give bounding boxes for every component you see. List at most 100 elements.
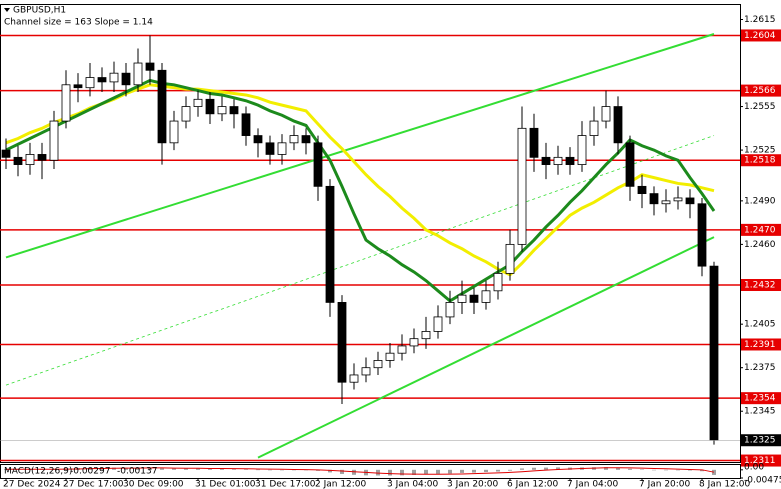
chart-subtitle: Channel size = 163 Slope = 1.14 (4, 18, 153, 28)
x-tick-label: 6 Jan 12:00 (507, 480, 559, 489)
candle-body (457, 294, 467, 303)
macd-bar (280, 469, 284, 471)
macd-bar (460, 469, 464, 473)
macd-signal (6, 467, 715, 475)
candle-body (121, 72, 131, 86)
y-tick-label: 1.2525 (744, 146, 776, 156)
macd-label: MACD(12,26,9) (4, 467, 72, 477)
macd-bar (268, 469, 272, 471)
macd-bar (196, 468, 200, 470)
candle-body (517, 127, 527, 245)
candle-body (373, 360, 383, 369)
macd-bar (340, 469, 344, 474)
level-label: 1.2354 (744, 394, 776, 404)
candle-body (697, 203, 707, 267)
candle-body (505, 243, 515, 274)
candle-body (625, 142, 635, 187)
macd-bar (400, 469, 404, 476)
candle-body (421, 331, 431, 340)
candle-body (73, 84, 83, 89)
macd-bar (556, 467, 560, 470)
chart-title: GBPUSD,H1 (13, 6, 66, 16)
macd-bar (244, 469, 248, 470)
x-tick-label: 7 Jan 04:00 (567, 480, 619, 489)
candle-body (289, 135, 299, 144)
level-label-bg (741, 84, 781, 97)
macd-tick-label: 0.00 (744, 462, 764, 472)
x-tick-label: 27 Dec 2024 (3, 480, 61, 489)
macd-bar (496, 469, 500, 472)
current-price-bg (741, 434, 781, 447)
candle-body (217, 106, 227, 115)
level-label-bg (741, 223, 781, 236)
macd-bar (292, 469, 296, 471)
macd-bar (208, 468, 212, 470)
candle-body (13, 156, 23, 165)
macd-bar (640, 469, 644, 470)
macd-bar (484, 469, 488, 473)
candle-body (493, 272, 503, 292)
candle-body (229, 106, 239, 115)
macd-bar (508, 469, 512, 471)
candle-body (157, 69, 167, 144)
y-tick-label: 1.2615 (744, 15, 776, 25)
level-label-bg (741, 154, 781, 167)
macd-bar (160, 468, 164, 470)
macd-bar (628, 468, 632, 470)
macd-bar (424, 469, 428, 475)
level-label: 1.2604 (744, 31, 776, 41)
candle-body (25, 154, 35, 165)
x-tick-label: 3 Jan 04:00 (387, 480, 439, 489)
macd-bar (220, 468, 224, 470)
y-tick-label: 1.2460 (744, 240, 776, 250)
x-tick-label: 31 Dec 01:00 (195, 480, 256, 489)
main-frame (0, 4, 741, 463)
plot-layer: 1.2615 1.2555 1.2525 1.2490 1.2460 1.2405 1.23… (0, 15, 781, 489)
macd-signal-value: -0.00137 (117, 467, 157, 477)
x-tick-label: 27 Dec 17:00 (63, 480, 124, 489)
candle-body (409, 338, 419, 347)
candle-body (193, 98, 203, 107)
candle-body (613, 106, 623, 144)
candle-body (385, 352, 395, 361)
x-tick-label: 31 Dec 17:00 (255, 480, 316, 489)
candle-body (577, 135, 587, 165)
macd-bar (124, 467, 128, 470)
candle-body (205, 98, 215, 115)
level-label-bg (741, 279, 781, 292)
candle-body (241, 113, 251, 136)
macd-value: -0.00297 (70, 467, 110, 477)
current-price-label: 1.2325 (744, 436, 776, 446)
macd-bar (616, 467, 620, 470)
candle-body (481, 290, 491, 303)
candle-body (685, 197, 695, 205)
macd-bar (172, 468, 176, 470)
x-tick-label: 8 Jan 12:00 (699, 480, 751, 489)
candle-body (85, 77, 95, 89)
macd-bar (316, 469, 320, 471)
candle-body (37, 154, 47, 161)
candle-body (589, 120, 599, 136)
candle-body (649, 193, 659, 205)
candle-body (169, 120, 179, 144)
candle-body (253, 135, 263, 144)
macd-bar (184, 468, 188, 470)
candle-body (433, 316, 443, 332)
x-tick-label: 30 Dec 09:00 (123, 480, 184, 489)
macd-bar (652, 469, 656, 471)
macd-bar (520, 468, 524, 470)
macd-frame (0, 464, 741, 479)
level-label: 1.2518 (744, 156, 776, 166)
x-tick-label: 7 Jan 20:00 (639, 480, 691, 489)
candle-body (601, 106, 611, 122)
x-tick-label: 2 Jan 12:00 (315, 480, 367, 489)
macd-bar (676, 469, 680, 471)
y-tick-label: 1.2375 (744, 363, 776, 373)
macd-bar (544, 467, 548, 470)
candle-body (709, 265, 719, 441)
y-tick-label: 1.2405 (744, 320, 776, 330)
level-label: 1.2432 (744, 281, 776, 291)
level-label-bg (741, 29, 781, 42)
candle-body (1, 149, 11, 158)
macd-bar (436, 469, 440, 474)
